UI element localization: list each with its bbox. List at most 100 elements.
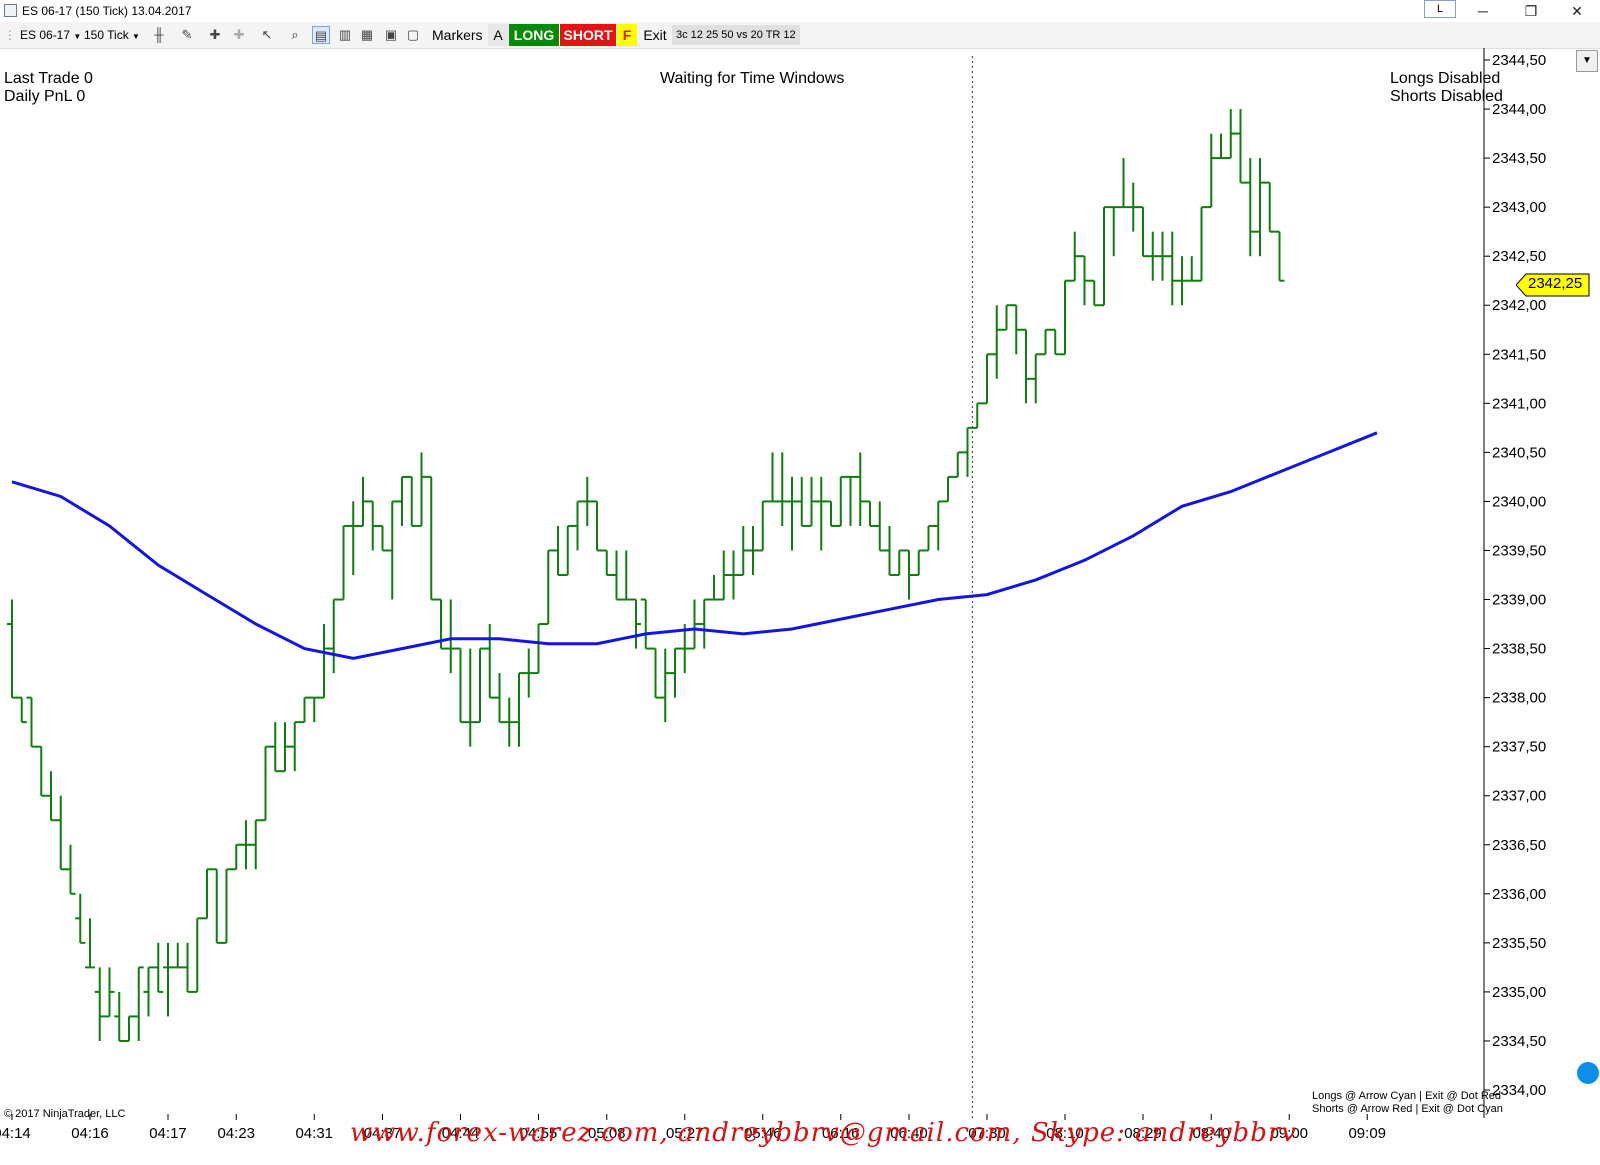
ohlc-bar — [484, 624, 495, 699]
ohlc-bar — [787, 476, 797, 551]
chart-toolbar: ⋮ ES 06-17 ▼ 150 Tick ▼ ╫ ✎ ✚ ✚ ↖ ⌕ ▤ ▥ … — [0, 22, 1600, 49]
current-price-tag: 2342,25 — [1515, 273, 1590, 297]
time-tick-label: 05:46 — [744, 1125, 782, 1142]
remote-support-icon[interactable] — [1577, 1062, 1599, 1084]
ohlc-bar — [241, 820, 251, 870]
time-tick-label: 04:37 — [364, 1125, 402, 1142]
ohlc-bar — [358, 476, 368, 527]
ohlc-bar — [55, 795, 66, 871]
ohlc-bar — [46, 771, 56, 822]
current-price-label: 2342,25 — [1528, 275, 1583, 292]
ohlc-bar — [85, 918, 95, 969]
ohlc-bar — [289, 721, 300, 772]
exit-button[interactable]: Exit — [643, 27, 667, 43]
price-tick-label: 2343,00 — [1492, 199, 1546, 216]
ohlc-bar — [855, 452, 866, 526]
pointer-icon[interactable]: ↖ — [261, 27, 273, 42]
time-tick-label: 05:27 — [666, 1125, 704, 1142]
indicator-icon[interactable]: ▦ — [360, 27, 374, 42]
chart-panel[interactable]: 2344,50 2344,00 2343,50 2343,00 2342,50 2342,… — [0, 48, 1600, 1160]
strategy-icon[interactable]: ▣ — [384, 27, 398, 42]
chart-style-icon[interactable]: ▥ — [338, 27, 352, 42]
ohlc-bar — [767, 452, 778, 503]
ohlc-bar — [728, 550, 739, 600]
time-tick-label: 04:16 — [71, 1125, 109, 1142]
ohlc-bar — [543, 549, 554, 626]
ohlc-bar — [36, 745, 47, 797]
ohlc-bar — [143, 966, 154, 1017]
ohlc-bar — [865, 500, 875, 527]
properties-icon[interactable]: ▢ — [406, 27, 420, 42]
ohlc-bar — [553, 525, 563, 576]
ohlc-bar — [7, 599, 17, 699]
strategy-label[interactable]: 3c 12 25 50 vs 20 TR 12 — [672, 25, 800, 45]
gray-pin-icon[interactable]: ✚ — [233, 27, 245, 42]
restore-button[interactable]: ❐ — [1524, 3, 1538, 19]
ohlc-bar — [621, 550, 632, 601]
ohlc-bar — [962, 426, 973, 477]
ohlc-bar — [991, 305, 1002, 379]
ohlc-bar — [1255, 158, 1265, 257]
ohlc-bar — [796, 476, 807, 527]
minimize-button[interactable]: ─ — [1478, 3, 1488, 19]
ohlc-bar — [1118, 158, 1129, 209]
time-tick-label: 06:40 — [890, 1125, 928, 1142]
ohlc-bar — [475, 647, 485, 724]
price-chart[interactable]: 2344,50 2344,00 2343,50 2343,00 2342,50 2342,… — [0, 48, 1600, 1160]
ohlc-bar — [1030, 353, 1041, 404]
ohlc-bar — [172, 942, 183, 969]
f-button[interactable]: F — [617, 24, 637, 46]
short-button[interactable]: SHORT — [560, 24, 616, 46]
ohlc-bar — [114, 991, 125, 1042]
data-box-icon[interactable]: ▤ — [312, 26, 330, 44]
link-button[interactable]: L — [1424, 0, 1456, 18]
interval-selector[interactable]: 150 Tick ▼ — [84, 25, 140, 45]
time-axis: 04:14 04:16 04:17 04:23 04:31 04:37 04:44 04:55… — [0, 1114, 1386, 1142]
ohlc-bar — [952, 451, 963, 478]
ohlc-bar — [211, 868, 222, 944]
long-button[interactable]: LONG — [509, 24, 559, 46]
ohlc-bar — [65, 844, 76, 895]
ohlc-bar — [982, 353, 992, 405]
ohlc-bar — [611, 550, 622, 601]
ohlc-bar — [163, 942, 173, 1017]
ohlc-bar — [182, 942, 193, 993]
instrument-selector[interactable]: ES 06-17 ▼ — [20, 25, 81, 45]
ohlc-bar — [250, 819, 261, 870]
scale-dropdown-button[interactable]: ▼ — [1576, 50, 1598, 72]
price-tick-label: 2340,00 — [1492, 493, 1546, 510]
a-button[interactable]: A — [488, 24, 508, 46]
bar-type-icon[interactable]: ╫ — [154, 27, 164, 42]
ohlc-bar — [806, 476, 817, 527]
zoom-icon[interactable]: ⌕ — [291, 27, 299, 42]
time-tick-label: 07:30 — [968, 1125, 1006, 1142]
ohlc-bar — [377, 524, 388, 552]
ohlc-bar — [1177, 256, 1187, 306]
ohlc-bar — [504, 697, 515, 747]
ohlc-bar — [133, 966, 144, 1041]
close-button[interactable]: ✕ — [1571, 3, 1583, 19]
time-tick-label: 09:00 — [1270, 1125, 1308, 1142]
ohlc-bar — [426, 475, 437, 601]
price-tick-label: 2340,50 — [1492, 444, 1546, 461]
ohlc-bar — [270, 722, 281, 773]
ohlc-bar — [826, 500, 836, 527]
ohlc-bar — [777, 452, 788, 526]
chevron-down-icon: ▼ — [132, 32, 140, 41]
ohlc-bar — [601, 549, 612, 576]
chart-app-icon — [4, 4, 17, 17]
pencil-icon[interactable]: ✎ — [181, 27, 193, 42]
price-tick-label: 2336,00 — [1492, 886, 1546, 903]
price-bars — [7, 109, 1285, 1042]
price-tick-label: 2339,50 — [1492, 542, 1546, 559]
ohlc-bar — [718, 550, 729, 601]
ohlc-bar — [367, 500, 378, 551]
watermark-text: www.forex-warez.com, andreybbrv@gmail.co… — [350, 1118, 1297, 1148]
ohlc-bar — [1147, 231, 1158, 281]
ohlc-bar — [1245, 158, 1256, 257]
pin-icon[interactable]: ✚ — [209, 27, 221, 42]
ohlc-bar — [913, 549, 924, 576]
ohlc-bar — [748, 525, 758, 575]
ohlc-bar — [1138, 206, 1148, 258]
ohlc-bar — [1235, 109, 1246, 184]
